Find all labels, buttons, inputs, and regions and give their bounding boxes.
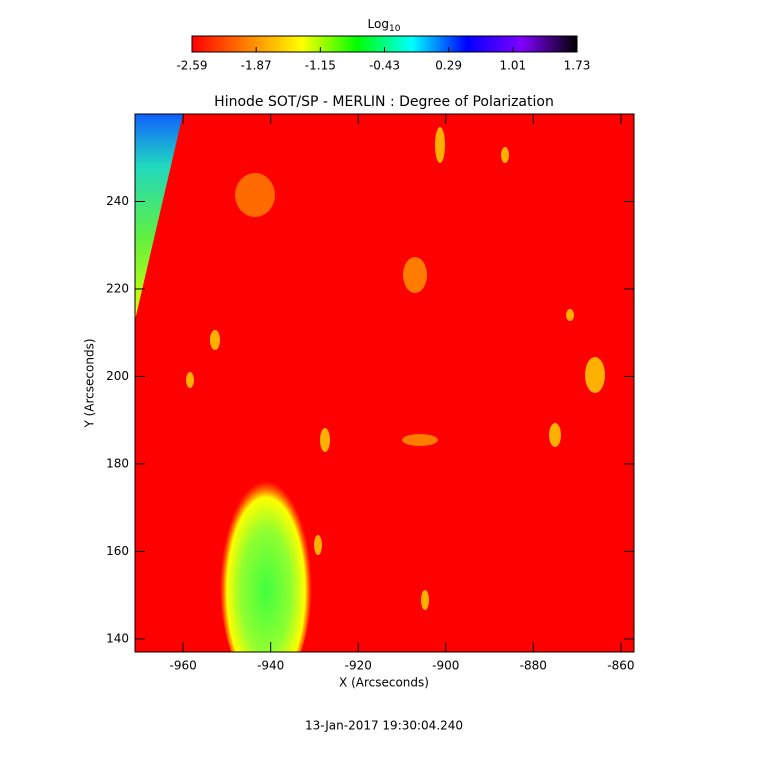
- y-tick-label: 200: [106, 369, 129, 383]
- colorbar-tick-label: -1.87: [241, 59, 272, 73]
- colorbar-label: Log10: [368, 17, 401, 34]
- colorbar-tick-label: -1.15: [305, 59, 336, 73]
- y-tick-label: 220: [106, 281, 129, 295]
- colorbar-label-main: Log: [368, 17, 389, 31]
- image-specks: [186, 127, 605, 610]
- y-tick-label: 180: [106, 456, 129, 470]
- colorbar-tick-label: 1.73: [564, 59, 591, 73]
- image-region: [220, 470, 312, 652]
- image-region: [135, 114, 183, 320]
- colorbar-tick-label: -0.43: [369, 59, 400, 73]
- x-tick-label: -860: [607, 659, 634, 673]
- chart-title: Hinode SOT/SP - MERLIN : Degree of Polar…: [214, 94, 554, 110]
- y-axis-label: Y (Arcseconds): [83, 338, 97, 428]
- y-tick-label: 140: [106, 631, 129, 645]
- x-tick-label: -960: [170, 659, 197, 673]
- colorbar-tick-label: 0.29: [435, 59, 462, 73]
- colorbar-label-sub: 10: [389, 24, 401, 34]
- x-axis-label: X (Arcseconds): [339, 676, 429, 690]
- image-background: [135, 114, 634, 652]
- x-tick-label: -920: [345, 659, 372, 673]
- colorbar-tick-label: -2.59: [176, 59, 207, 73]
- timestamp: 13-Jan-2017 19:30:04.240: [305, 719, 463, 733]
- y-tick-label: 160: [106, 544, 129, 558]
- colorbar-tick-label: 1.01: [499, 59, 526, 73]
- image: [135, 114, 634, 652]
- plot-frame: [134, 113, 635, 653]
- x-tick-label: -940: [257, 659, 284, 673]
- y-tick-label: 240: [106, 194, 129, 208]
- x-tick-label: -880: [520, 659, 547, 673]
- x-tick-label: -900: [432, 659, 459, 673]
